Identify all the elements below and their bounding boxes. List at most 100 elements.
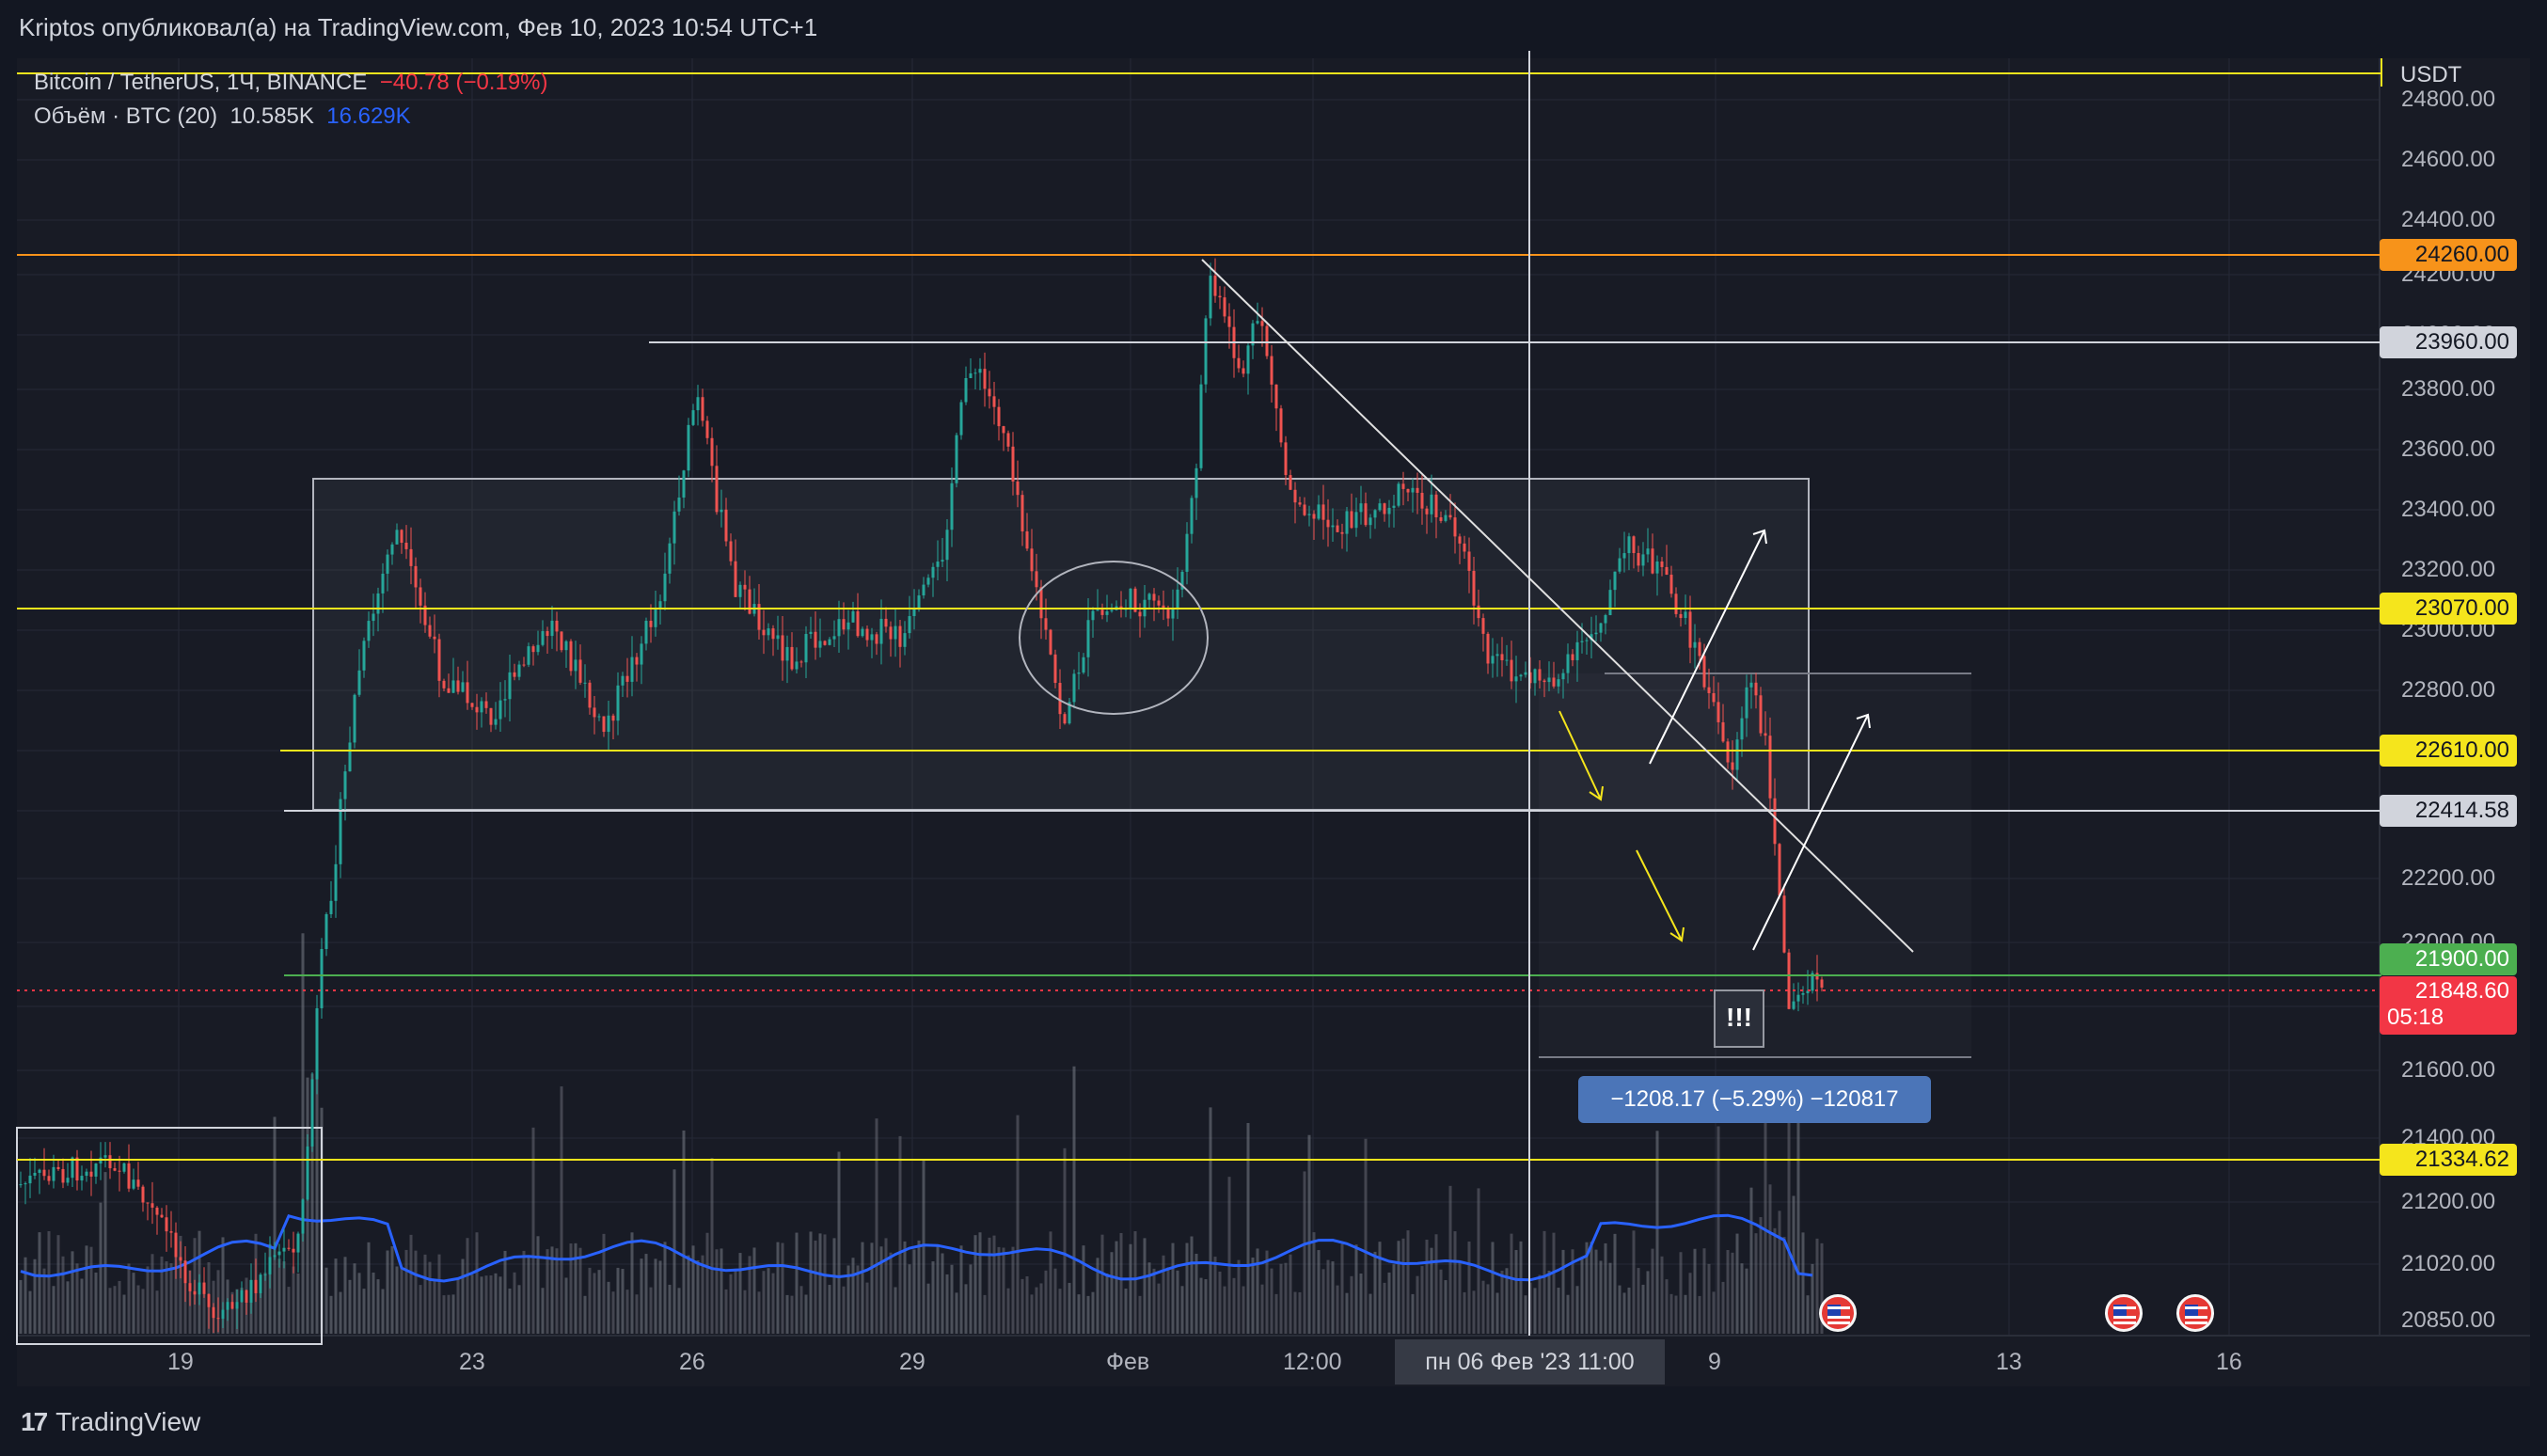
candle-body	[1157, 600, 1161, 606]
candle-body	[179, 1257, 182, 1261]
volume-bar	[466, 1238, 469, 1334]
volume-bar	[1731, 1252, 1734, 1334]
candle-body	[1726, 741, 1730, 763]
candle-body	[1778, 844, 1781, 896]
volume-bar	[1016, 1115, 1020, 1334]
us-flag-event-icon-3[interactable]	[2176, 1294, 2214, 1332]
volume-bar	[1425, 1240, 1429, 1334]
candle-body	[409, 548, 413, 566]
volume-bar	[1702, 1248, 1706, 1334]
volume-bar	[240, 1288, 244, 1334]
volume-bar	[1622, 1292, 1626, 1334]
candle-body	[1731, 762, 1734, 770]
volume-bar	[1340, 1243, 1344, 1334]
candles	[19, 258, 1824, 1333]
volume-bar	[1552, 1232, 1556, 1334]
candle-body	[494, 719, 498, 725]
volume-bar	[696, 1259, 700, 1334]
volume-bars	[19, 933, 1824, 1334]
volume-bar	[1199, 1277, 1203, 1334]
arrows[interactable]	[1558, 529, 1871, 951]
volume-label[interactable]: Объём · BTC (20)	[34, 103, 218, 129]
candle-body	[1072, 673, 1076, 703]
candle-body	[1336, 525, 1339, 532]
volume-bar	[1350, 1275, 1353, 1334]
volume-bar	[89, 1246, 93, 1334]
volume-bar	[1100, 1234, 1104, 1334]
downtrend-line[interactable]	[1201, 259, 1914, 953]
candle-body	[287, 1247, 291, 1249]
volume-bar	[357, 1273, 361, 1334]
candle-body	[19, 1184, 23, 1186]
volume-bar	[47, 1231, 51, 1334]
volume-bar	[1133, 1231, 1137, 1334]
candle-body	[470, 703, 474, 707]
volume-bar	[955, 1292, 958, 1334]
volume-bar	[546, 1249, 549, 1334]
time-tick-1200: 12:00	[1283, 1349, 1342, 1375]
volume-bar	[1416, 1275, 1419, 1334]
volume-bar	[1590, 1242, 1593, 1334]
brand-name: TradingView	[55, 1407, 201, 1436]
candle-body	[969, 372, 973, 378]
alert-icon[interactable]: !!!	[1714, 989, 1764, 1048]
candle-body	[691, 410, 695, 425]
currency-unit[interactable]: USDT	[2400, 62, 2462, 87]
left-box[interactable]	[16, 1127, 323, 1345]
volume-bar	[715, 1249, 719, 1334]
candle-body	[513, 672, 516, 677]
candle-body	[729, 541, 733, 562]
volume-bar	[1378, 1242, 1382, 1334]
volume-bar	[1279, 1263, 1283, 1334]
volume-bar	[658, 1260, 662, 1334]
volume-bar	[1571, 1249, 1574, 1334]
us-flag-event-icon-2[interactable]	[2105, 1294, 2143, 1332]
candle-body	[1754, 682, 1758, 696]
chart-area[interactable]	[17, 58, 2530, 1386]
volume-bar	[1049, 1231, 1052, 1334]
candle-body	[292, 1248, 295, 1253]
candle-body	[1011, 446, 1015, 482]
yellow-arrow-2	[1636, 849, 1683, 942]
candle-body	[926, 578, 930, 585]
volume-bar	[108, 1288, 112, 1334]
symbol-label[interactable]: Bitcoin / TetherUS, 1Ч, BINANCE	[34, 70, 368, 95]
volume-bar	[423, 1254, 427, 1334]
yellow-arrow-1-head	[1589, 785, 1604, 801]
us-flag-event-icon-1[interactable]	[1819, 1294, 1857, 1332]
volume-bar	[851, 1258, 855, 1334]
candle-body	[1519, 674, 1523, 677]
measure-label[interactable]: −1208.17 (−5.29%) −120817	[1578, 1076, 1931, 1123]
volume-bar	[306, 1077, 309, 1334]
candle-body	[395, 530, 399, 545]
volume-bar	[1773, 1227, 1777, 1334]
tradingview-brand[interactable]: 17 TradingView	[21, 1407, 200, 1437]
candle-body	[832, 636, 836, 640]
volume-bar	[451, 1294, 455, 1334]
volume-bar	[179, 1235, 182, 1334]
candle-body	[475, 706, 479, 713]
volume-bar	[1321, 1269, 1325, 1334]
volume-bar	[1510, 1233, 1513, 1334]
volume-bar	[1533, 1288, 1537, 1334]
volume-bar	[1735, 1233, 1739, 1334]
ellipse-pattern[interactable]	[1019, 561, 1209, 715]
volume-bar	[1458, 1262, 1462, 1334]
volume-bar	[386, 1250, 389, 1334]
volume-bar	[1684, 1294, 1687, 1334]
price-tick: 21020.00	[2401, 1251, 2496, 1276]
candle-body	[146, 1202, 150, 1204]
candle-body	[1317, 504, 1321, 519]
candle-body	[108, 1155, 112, 1169]
volume-bar	[263, 1273, 267, 1334]
candle-body	[1637, 552, 1640, 566]
volume-bar	[1152, 1268, 1156, 1334]
candle-body	[1787, 952, 1791, 1009]
volume-bar	[734, 1268, 737, 1334]
volume-bar	[1096, 1258, 1099, 1334]
volume-ma-line	[20, 1213, 1813, 1283]
candle-body	[24, 1183, 27, 1185]
volume-bar	[1044, 1270, 1048, 1334]
candle-body	[804, 634, 808, 663]
